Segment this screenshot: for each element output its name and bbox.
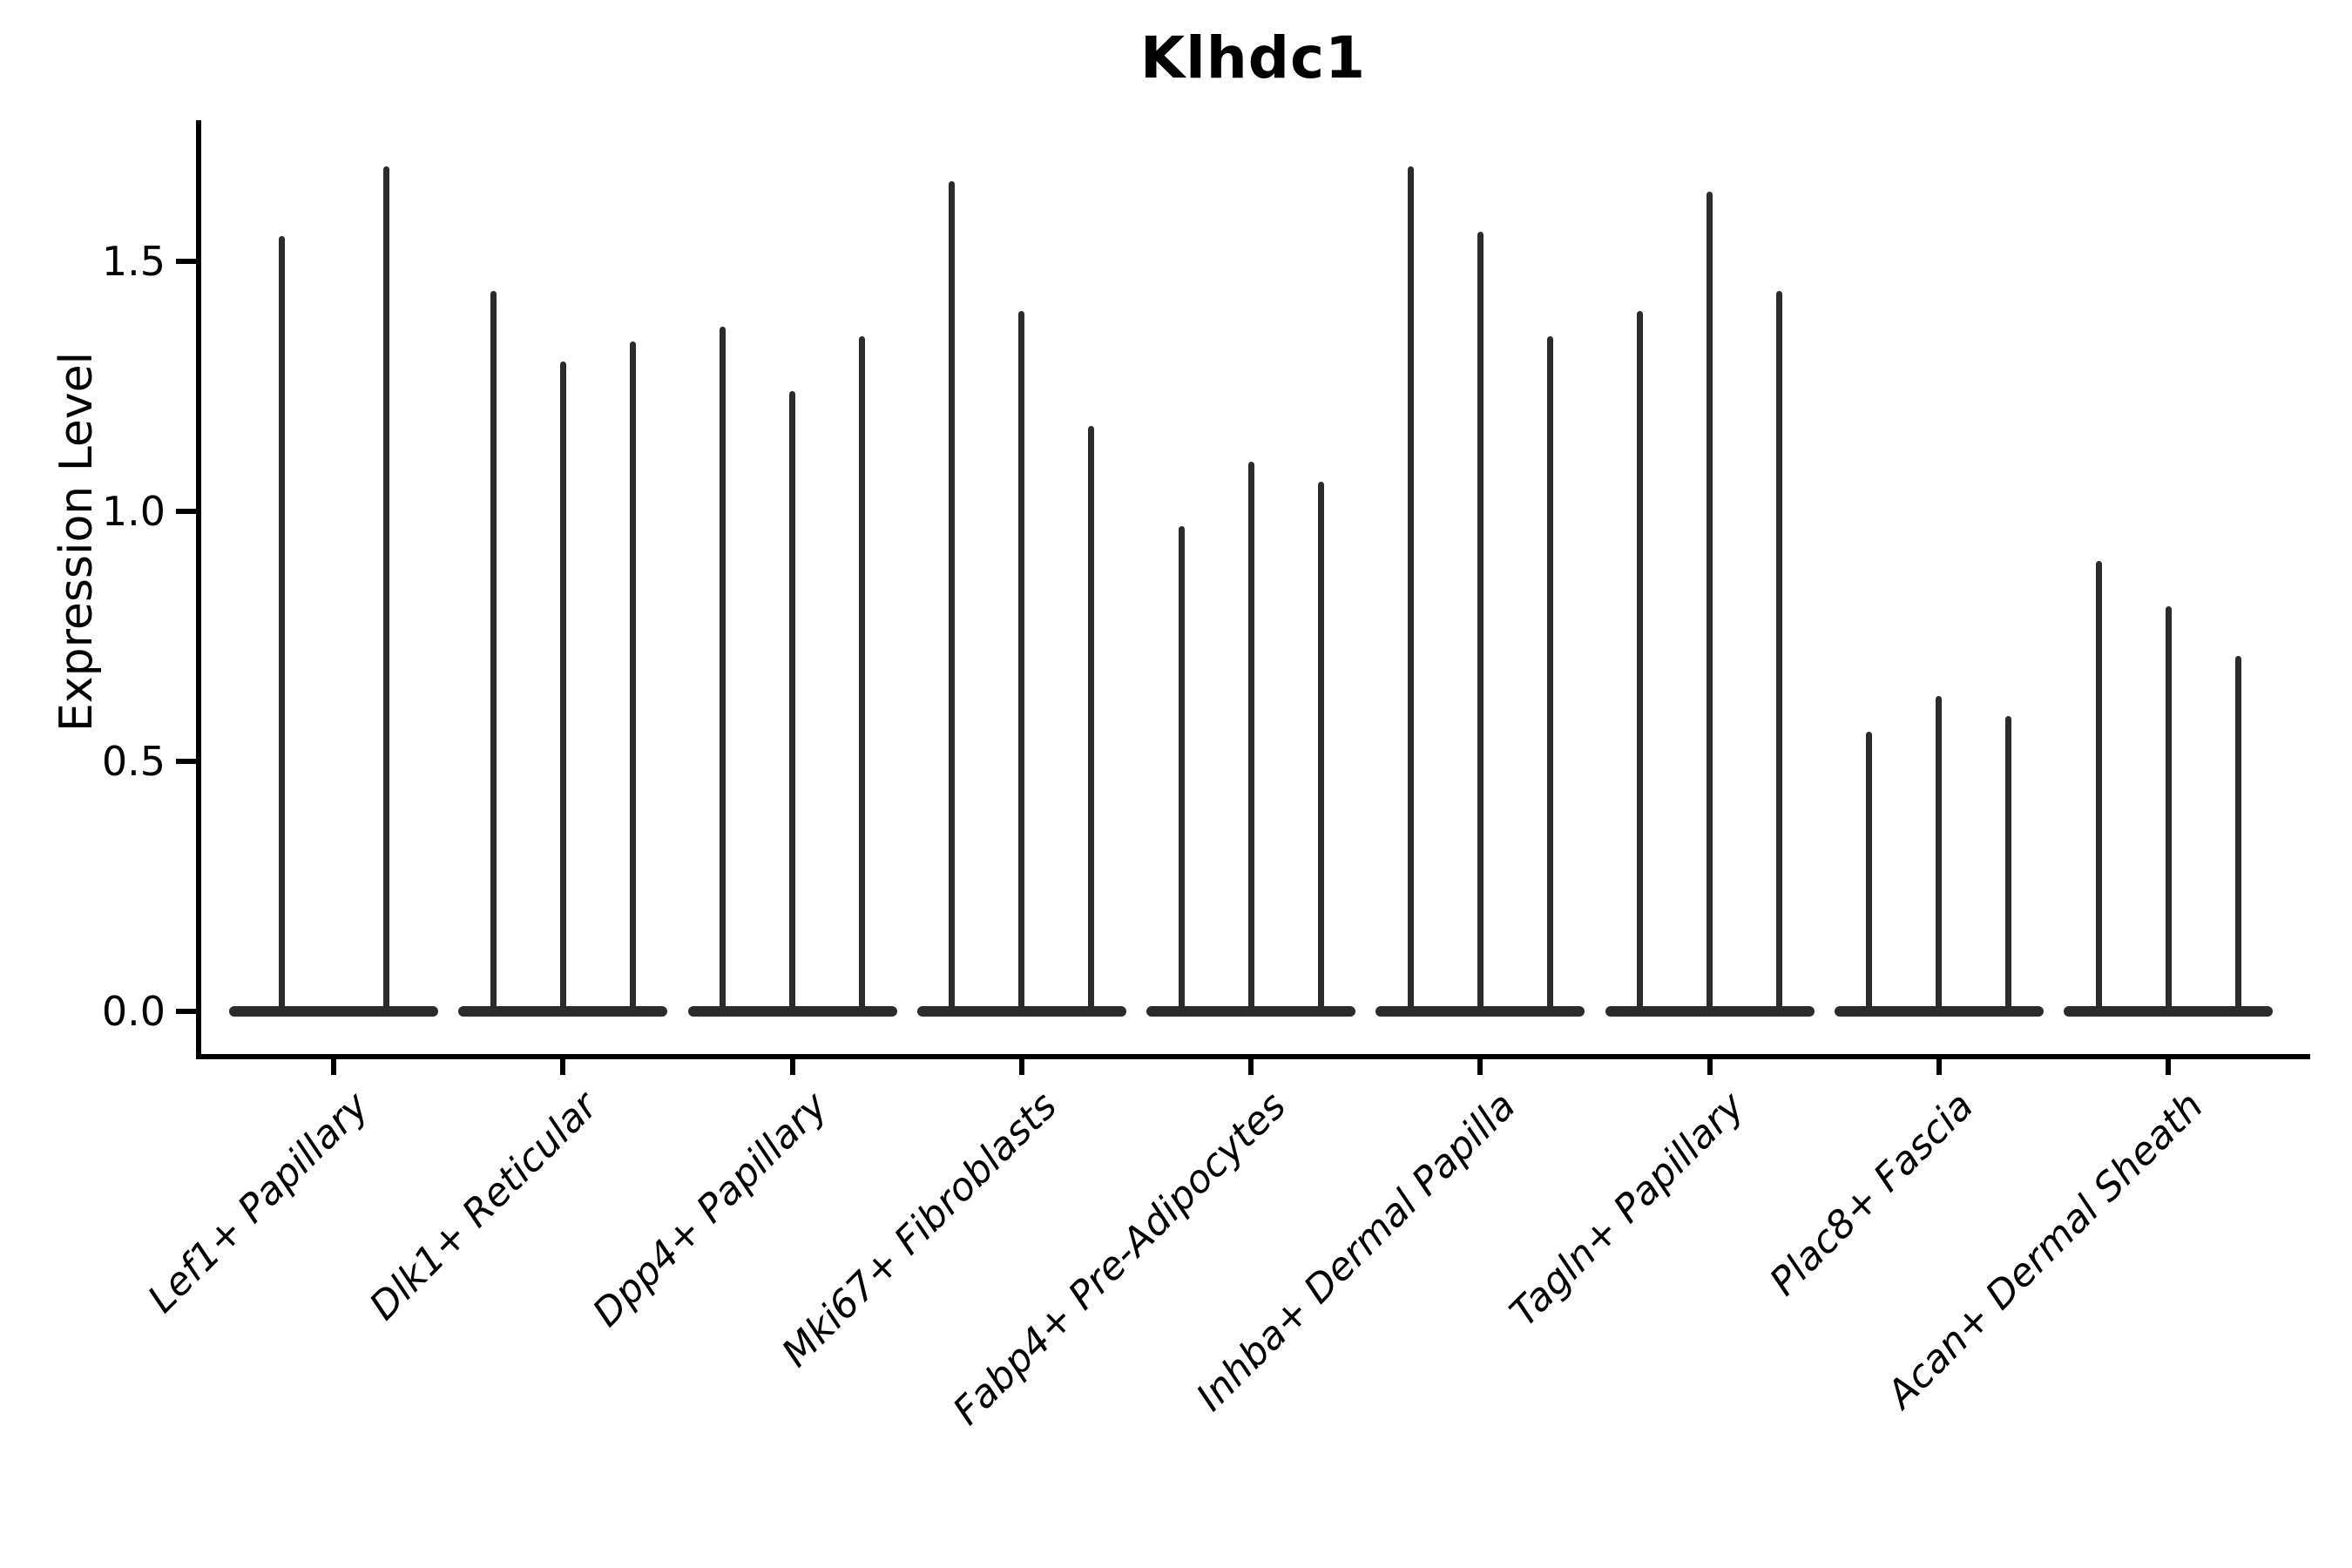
- violin-spike: [1178, 526, 1185, 1015]
- x-tick-mark: [331, 1058, 336, 1075]
- violin-spike: [1707, 191, 1713, 1015]
- x-tick-mark: [1936, 1058, 1942, 1075]
- violin-spike: [1936, 696, 1943, 1015]
- violin-spike: [1317, 481, 1324, 1015]
- violin-spike: [1477, 231, 1484, 1015]
- violin-spike: [859, 336, 865, 1015]
- violin-spike: [1776, 291, 1782, 1015]
- x-tick-label: Dlk1+ Reticular: [361, 1084, 607, 1329]
- violin-spike: [1088, 426, 1095, 1015]
- x-tick-label: Lef1+ Papillary: [139, 1084, 378, 1322]
- y-tick-label: 0.5: [101, 738, 166, 785]
- violin-spike: [2005, 716, 2012, 1015]
- y-axis-spine: [196, 120, 201, 1059]
- y-axis-label: Expression Level: [51, 351, 103, 733]
- violin-spike: [278, 236, 285, 1015]
- violin-spike: [1866, 731, 1873, 1015]
- violin-spike: [949, 181, 956, 1015]
- violin-base: [229, 1006, 438, 1017]
- y-tick-label: 1.5: [101, 238, 166, 285]
- violin-spike: [629, 341, 636, 1015]
- x-tick-label: Tagln+ Papillary: [1501, 1084, 1754, 1335]
- x-tick-mark: [1707, 1058, 1713, 1075]
- violin-spike: [1637, 311, 1643, 1015]
- y-tick-label: 0.0: [101, 988, 166, 1035]
- x-tick-mark: [1018, 1058, 1024, 1075]
- x-tick-mark: [789, 1058, 795, 1075]
- violin-spike: [720, 326, 726, 1015]
- x-tick-mark: [1477, 1058, 1484, 1075]
- violin-spike: [2095, 561, 2102, 1015]
- x-tick-mark: [1248, 1058, 1254, 1075]
- violin-spike: [382, 166, 389, 1015]
- violin-spike: [789, 391, 795, 1015]
- x-tick-label: Plac8+ Fascia: [1761, 1084, 1983, 1305]
- violin-spike: [1018, 311, 1025, 1015]
- y-tick-mark: [176, 259, 196, 264]
- violin-spike: [490, 291, 497, 1015]
- violin-spike: [2234, 656, 2241, 1015]
- y-tick-mark: [176, 759, 196, 764]
- x-tick-label: Dpp4+ Papillary: [584, 1084, 836, 1336]
- x-axis-spine: [196, 1054, 2310, 1059]
- violin-spike: [1247, 461, 1254, 1015]
- x-tick-mark: [560, 1058, 566, 1075]
- violin-spike: [1546, 336, 1553, 1015]
- y-tick-mark: [176, 1009, 196, 1014]
- chart-title: Klhdc1: [1139, 24, 1367, 91]
- violin-spike: [1407, 166, 1414, 1015]
- violin-spike: [559, 361, 566, 1015]
- violin-spike: [2165, 606, 2172, 1015]
- x-tick-mark: [2166, 1058, 2171, 1075]
- y-tick-mark: [176, 509, 196, 514]
- y-tick-label: 1.0: [101, 488, 166, 535]
